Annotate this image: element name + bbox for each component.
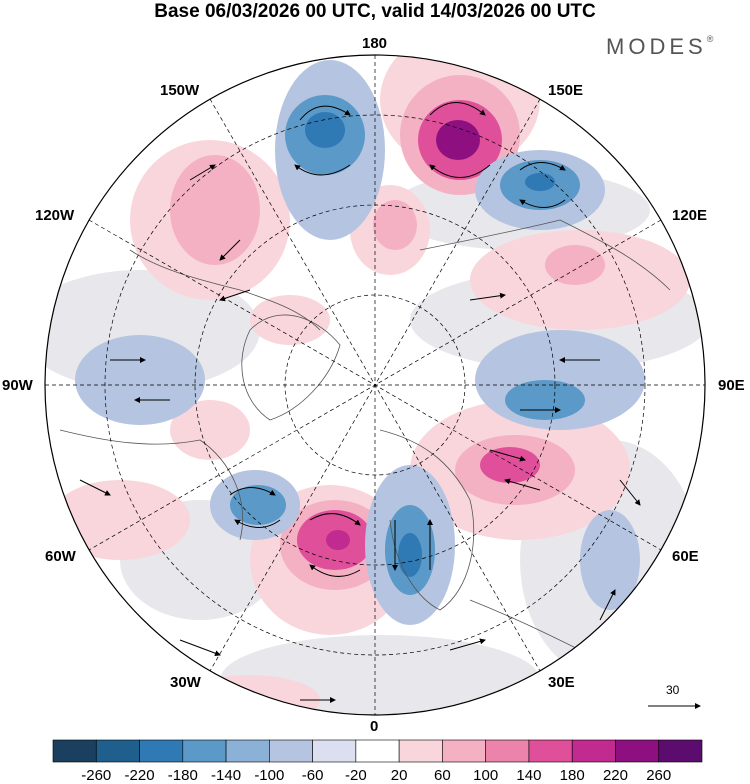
lon-label-120w: 120W [35,207,75,224]
colorbar-swatch [182,739,227,763]
colorbar-tick-label: 140 [516,767,542,784]
colorbar-tick-label: 20 [390,767,408,784]
colorbar-tick-label: -100 [254,767,285,784]
colorbar-swatch [95,739,140,763]
lon-label-180: 180 [362,35,388,52]
lon-label-0: 0 [370,718,379,735]
colorbar-swatch [615,739,660,763]
lon-label-60w: 60W [45,548,76,565]
colorbar [52,739,703,763]
meridians [45,55,705,715]
colorbar-swatch [528,739,573,763]
colorbar-tick-label: -60 [301,767,324,784]
wind-vectors [79,102,641,703]
lon-label-90w: 90W [2,377,33,394]
lon-label-30w: 30W [170,674,201,691]
colorbar-tick-label: -260 [81,767,112,784]
colorbar-tick-label: 100 [473,767,499,784]
lon-label-120e: 120E [672,207,708,224]
colorbar-swatch [442,739,486,763]
colorbar-swatch [398,739,443,763]
colorbar-tick-label: 180 [559,767,585,784]
colorbar-swatch [225,739,270,763]
modes-logo: MODES® [606,34,714,59]
colorbar-swatch [571,739,616,763]
colorbar-tick-label: 60 [434,767,451,784]
colorbar-swatch [52,739,97,763]
colorbar-swatch [485,739,530,763]
colorbar-tick-label: 260 [646,767,672,784]
lon-label-90e: 90E [718,377,745,394]
coastlines [59,219,671,661]
colorbar-swatch [658,739,703,763]
colorbar-tick-label: -180 [167,767,198,784]
lon-label-150e: 150E [548,82,584,99]
colorbar-tick-label: 220 [602,767,628,784]
colorbar-tick-label: -20 [345,767,367,784]
map-boundary [44,54,706,716]
lon-label-30e: 30E [548,674,575,691]
lon-label-60e: 60E [672,548,699,565]
colorbar-tick-label: -140 [211,767,242,784]
positive-anomaly-peak [326,120,480,550]
colorbar-tick-label: -220 [124,767,155,784]
colorbar-swatch [269,739,313,763]
colorbar-swatch [355,739,400,763]
map-title: Base 06/03/2026 00 UTC, valid 14/03/2026… [154,1,596,22]
vector-scale-label: 30 [666,683,680,697]
colorbar-swatch [312,739,357,763]
colorbar-swatch [139,739,184,763]
lon-label-150w: 150W [160,82,200,99]
